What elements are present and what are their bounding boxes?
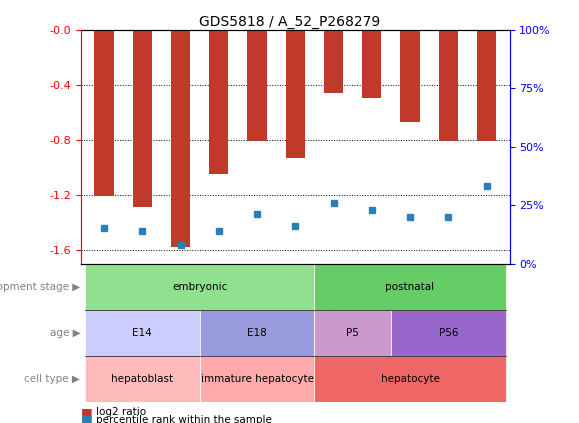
FancyBboxPatch shape [200,310,314,356]
FancyBboxPatch shape [85,310,200,356]
Bar [209,30,228,174]
Bar [133,30,152,207]
Text: ■: ■ [81,413,93,423]
Bar [401,30,420,122]
FancyBboxPatch shape [200,356,314,402]
Text: E18: E18 [247,328,267,338]
Text: ■: ■ [81,406,93,419]
Bar [247,30,266,141]
Text: embryonic: embryonic [172,282,228,291]
Text: percentile rank within the sample: percentile rank within the sample [96,415,272,423]
Bar [94,30,113,196]
Text: cell type ▶: cell type ▶ [24,374,80,384]
Text: development stage ▶: development stage ▶ [0,282,80,291]
FancyBboxPatch shape [85,264,314,310]
Text: hepatocyte: hepatocyte [380,374,439,384]
Text: age ▶: age ▶ [50,328,80,338]
Bar [477,30,496,141]
Text: log2 ratio: log2 ratio [96,407,146,418]
FancyBboxPatch shape [314,356,505,402]
FancyBboxPatch shape [391,310,505,356]
Text: E14: E14 [133,328,152,338]
Bar [439,30,458,141]
Text: P56: P56 [438,328,458,338]
Text: hepatoblast: hepatoblast [111,374,173,384]
Text: immature hepatocyte: immature hepatocyte [200,374,314,384]
FancyBboxPatch shape [314,264,505,310]
FancyBboxPatch shape [314,310,391,356]
FancyBboxPatch shape [85,356,200,402]
Bar [285,30,305,158]
Text: postnatal: postnatal [386,282,435,291]
Bar [362,30,382,99]
Text: GDS5818 / A_52_P268279: GDS5818 / A_52_P268279 [199,15,380,29]
Bar [324,30,343,93]
Text: P5: P5 [346,328,359,338]
Bar [171,30,190,247]
